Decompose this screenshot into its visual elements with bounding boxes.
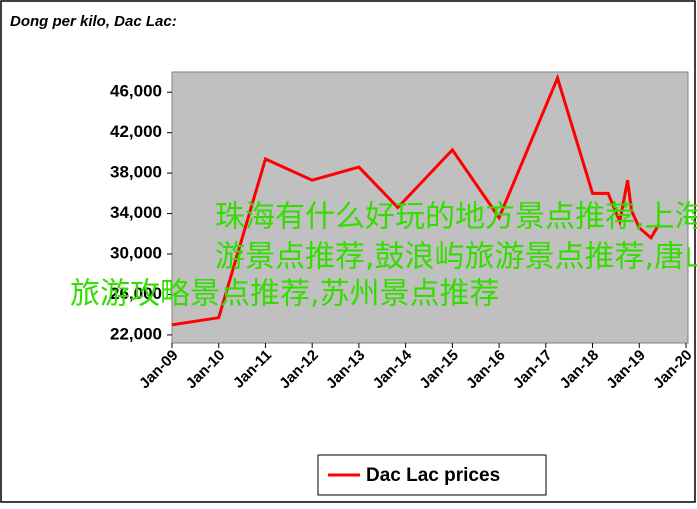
y-tick-label: 30,000: [110, 243, 162, 262]
legend-label: Dac Lac prices: [366, 465, 500, 486]
y-tick-label: 42,000: [110, 122, 162, 141]
legend: Dac Lac prices: [317, 454, 547, 496]
y-tick-label: 34,000: [110, 203, 162, 222]
chart-title: Dong per kilo, Dac Lac:: [10, 13, 177, 30]
y-tick-label: 46,000: [110, 82, 162, 101]
y-tick-label: 38,000: [110, 163, 162, 182]
y-tick-label: 26,000: [110, 284, 162, 303]
overlay-text: 游景点推荐,鼓浪屿旅游景点推荐,唐山: [215, 240, 697, 275]
overlay-text: 珠海有什么好玩的地方景点推荐,上海旅: [215, 200, 697, 235]
plot-area: [171, 71, 689, 344]
overlay-text: 旅游攻略景点推荐,苏州景点推荐: [70, 277, 500, 312]
y-tick-label: 22,000: [110, 324, 162, 343]
data-line: [171, 73, 661, 327]
